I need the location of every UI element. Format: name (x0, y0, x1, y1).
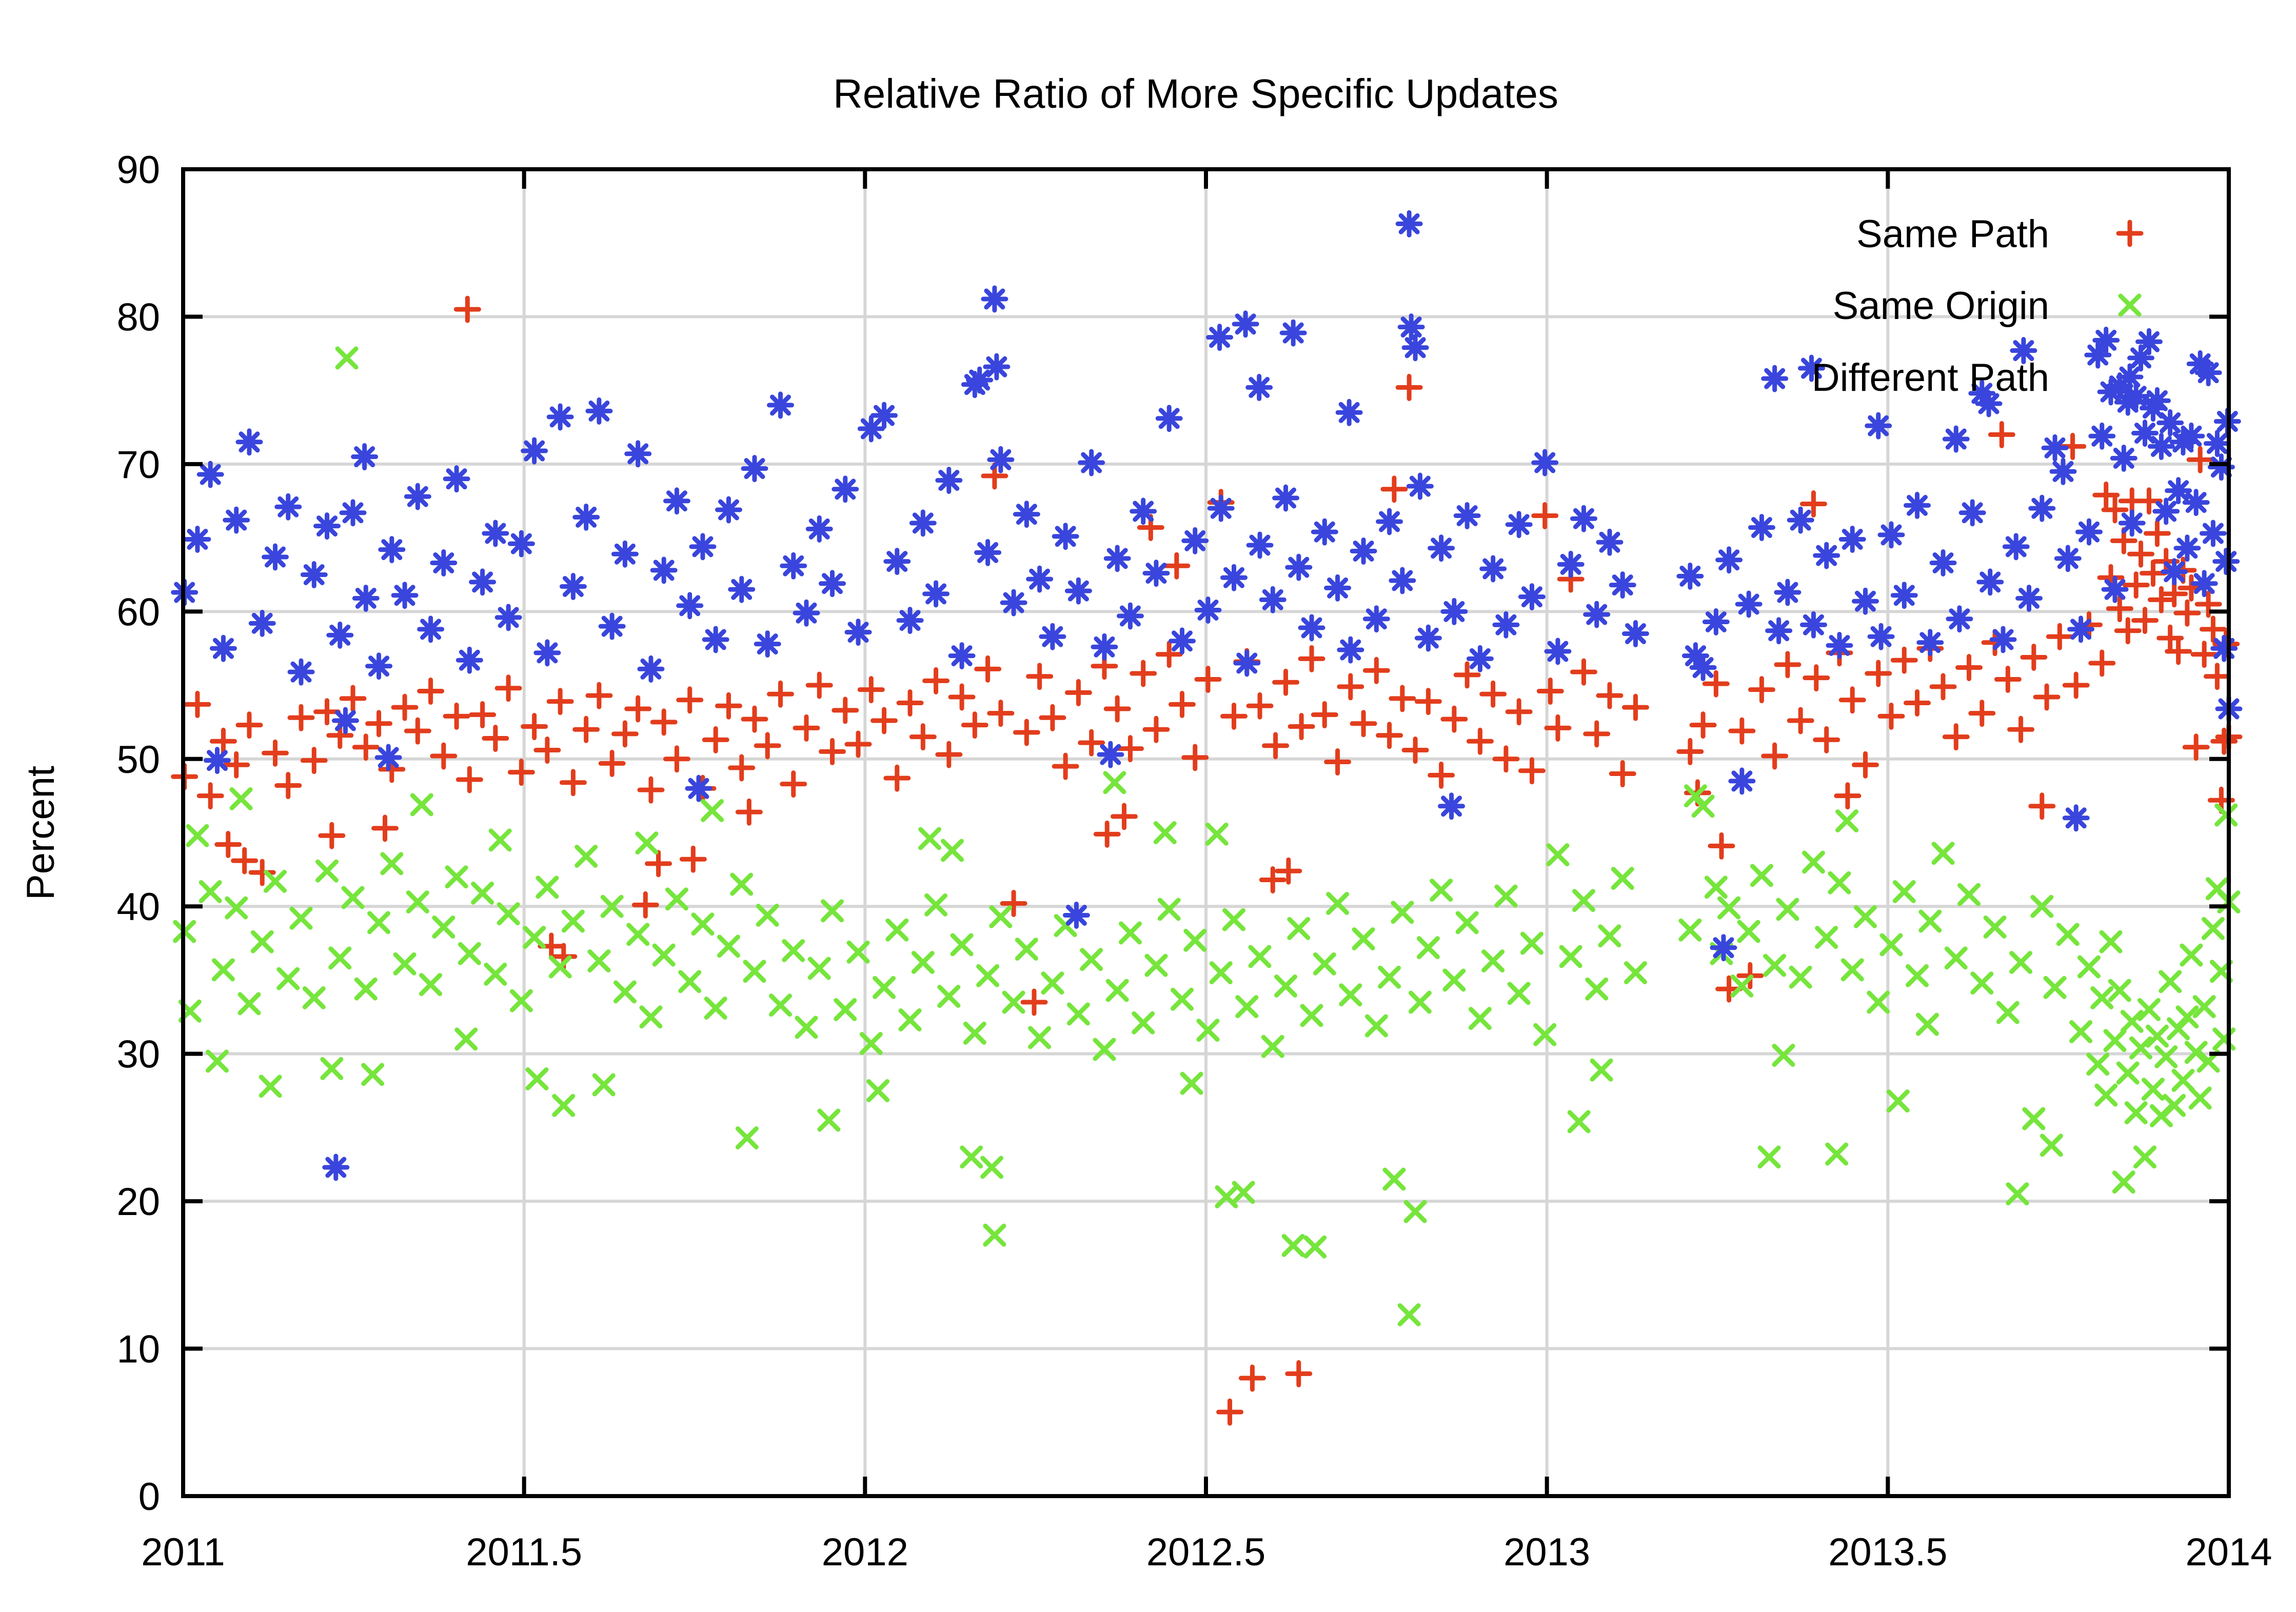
legend-label: Same Path (1856, 212, 2049, 256)
legend-row: Same Path (1856, 212, 2144, 256)
y-tick-label: 40 (116, 885, 160, 929)
y-tick-label: 50 (116, 738, 160, 782)
y-tick-label: 30 (116, 1033, 160, 1077)
axis-labels: 2011 2011.5 2012 2012.5 2013 2013.5 2014 0 10 20 3… (116, 148, 2272, 1574)
y-tick-label: 60 (116, 590, 160, 634)
y-tick-label: 80 (116, 295, 160, 339)
x-tick-label: 2012.5 (1146, 1530, 1265, 1574)
legend-plus-icon (2116, 220, 2144, 247)
legend-label: Same Origin (1833, 284, 2049, 328)
y-tick-label: 90 (116, 148, 160, 192)
x-tick-label: 2011 (141, 1530, 225, 1574)
y-tick-label: 10 (116, 1328, 160, 1371)
legend-cross-icon (2118, 293, 2142, 317)
x-tick-label: 2013.5 (1828, 1530, 1947, 1574)
legend-row: Same Origin (1833, 284, 2142, 328)
y-tick-label: 70 (116, 443, 160, 487)
legend-asterisk-icon (2116, 363, 2144, 391)
x-tick-label: 2014 (2185, 1530, 2272, 1574)
legend-row: Different Path (1812, 356, 2144, 400)
x-tick-label: 2013 (1503, 1530, 1590, 1574)
y-tick-label: 0 (138, 1475, 160, 1519)
axis-ticks (181, 167, 2231, 1498)
y-axis-label: Percent (19, 766, 63, 900)
x-tick-label: 2012 (822, 1530, 908, 1574)
legend-label: Different Path (1812, 356, 2049, 400)
legend: Same Path Same Origin Different Path (1812, 212, 2144, 400)
chart-title: Relative Ratio of More Specific Updates (833, 71, 1558, 116)
x-tick-label: 2011.5 (466, 1530, 582, 1574)
y-tick-label: 20 (116, 1180, 160, 1224)
